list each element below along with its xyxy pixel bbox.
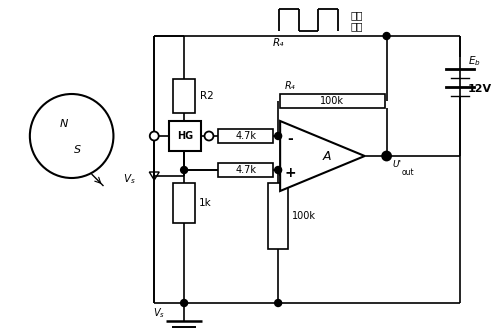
Bar (280, 94, 384, 108)
Circle shape (181, 166, 188, 173)
Text: 波形: 波形 (350, 21, 363, 31)
Bar (219, 163, 273, 177)
Circle shape (383, 153, 390, 160)
Text: 100k: 100k (320, 96, 345, 106)
Polygon shape (280, 121, 365, 191)
Text: 1k: 1k (199, 198, 212, 208)
Circle shape (275, 300, 282, 307)
Text: R₄: R₄ (273, 38, 284, 48)
Bar (219, 129, 273, 143)
Circle shape (205, 131, 214, 140)
Text: A: A (323, 150, 332, 163)
Circle shape (275, 166, 282, 173)
Text: R₄: R₄ (285, 81, 295, 91)
Text: out: out (401, 167, 414, 176)
Text: 12V: 12V (468, 84, 492, 94)
Text: HG: HG (177, 131, 193, 141)
Bar (173, 183, 195, 223)
Text: 4.7k: 4.7k (235, 165, 256, 175)
Text: $V_s$: $V_s$ (153, 306, 165, 320)
Bar (268, 183, 288, 249)
Circle shape (382, 152, 391, 161)
Text: +: + (284, 166, 296, 180)
Text: 100k: 100k (292, 211, 316, 221)
Circle shape (150, 131, 159, 140)
Text: R2: R2 (200, 91, 214, 101)
Text: $V_s$: $V_s$ (123, 172, 136, 186)
Circle shape (383, 32, 390, 39)
Text: -: - (287, 132, 293, 146)
Bar (169, 121, 201, 151)
Circle shape (383, 153, 390, 160)
Circle shape (275, 132, 282, 139)
Text: U': U' (392, 160, 402, 168)
Text: $E_b$: $E_b$ (468, 54, 481, 68)
Text: 输出: 输出 (350, 10, 363, 20)
Text: 4.7k: 4.7k (235, 131, 256, 141)
Bar (173, 79, 195, 113)
Text: N: N (59, 119, 68, 129)
Circle shape (181, 300, 188, 307)
Circle shape (30, 94, 114, 178)
Text: S: S (74, 145, 81, 155)
